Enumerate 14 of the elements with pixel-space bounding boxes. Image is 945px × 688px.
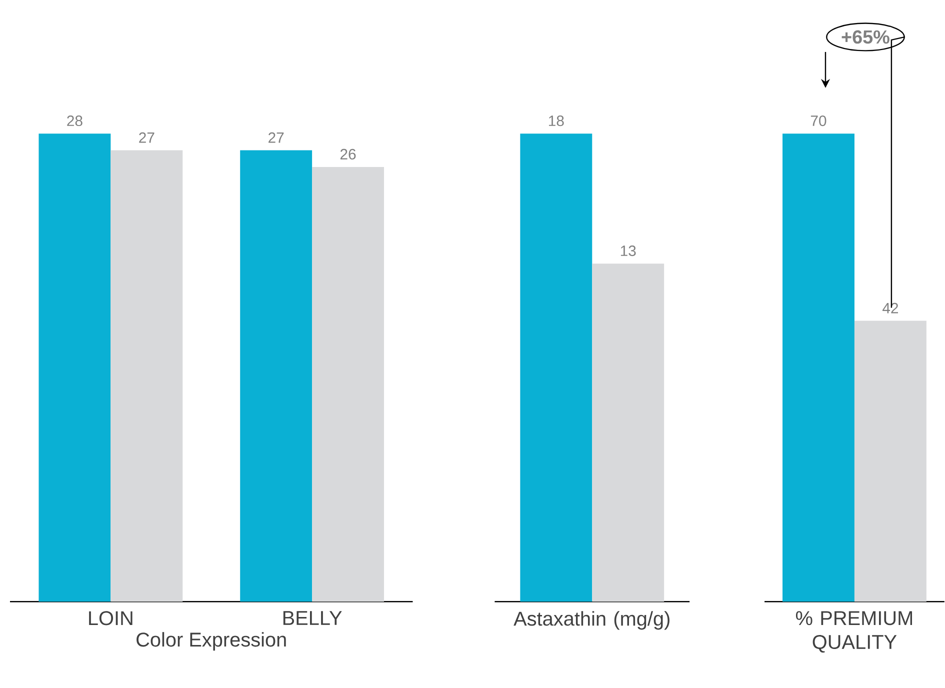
x-tick-label: BELLY [283, 611, 342, 626]
data-label: 13 [620, 246, 636, 256]
data-label: 70 [810, 116, 826, 126]
data-label: 42 [882, 303, 898, 314]
data-label: 18 [548, 116, 564, 126]
x-axis-title: Color Expression [136, 632, 286, 651]
x-tick-label: % PREMIUM QUALITY [796, 611, 912, 653]
data-label: 28 [67, 116, 82, 126]
x-tick-label: Astaxathin (mg/g) [514, 611, 670, 630]
data-label: 27 [139, 132, 154, 143]
text: +65% [842, 30, 890, 44]
data-label: 27 [268, 132, 284, 143]
data-label: 26 [340, 149, 356, 160]
x-tick-label: LOIN [89, 611, 132, 626]
